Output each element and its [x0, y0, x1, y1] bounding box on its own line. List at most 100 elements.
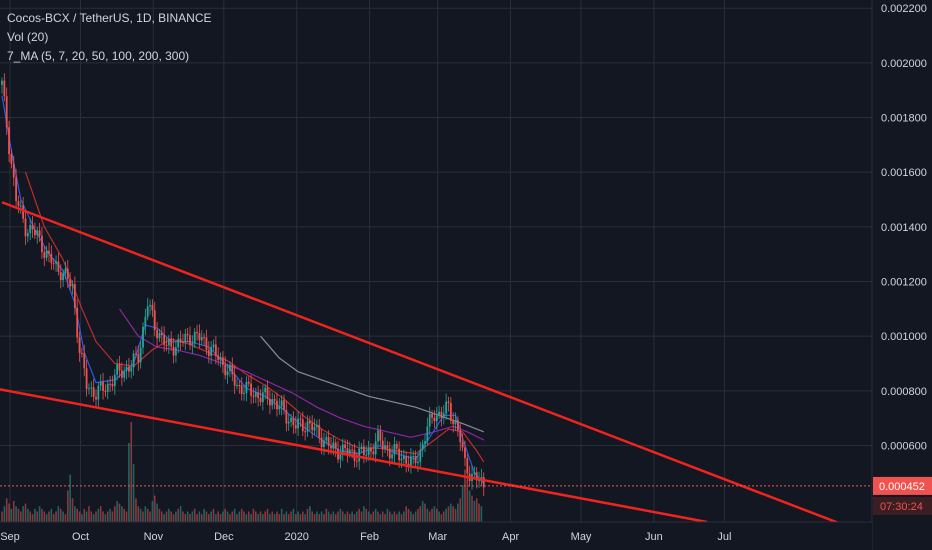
volume-bar [116, 500, 118, 522]
volume-bar [468, 490, 471, 522]
candle-body [464, 447, 466, 459]
candle-body [198, 333, 201, 341]
candle-body [111, 384, 114, 387]
candle-body [160, 333, 163, 336]
volume-bar [410, 511, 412, 522]
candle-body [419, 449, 422, 462]
volume-bar [417, 508, 419, 522]
volume-bar [41, 508, 43, 522]
candle-body [412, 455, 415, 457]
volume-indicator-label[interactable]: Vol (20) [7, 30, 49, 44]
candle-body [97, 385, 100, 400]
candle-body [179, 338, 182, 342]
candle-body [88, 388, 90, 390]
candle-body [212, 344, 215, 347]
volume-bar [182, 511, 184, 522]
price-tick-label: 0.000800 [881, 386, 927, 398]
candle-body [34, 229, 36, 236]
volume-bar [264, 511, 266, 522]
volume-bar [208, 514, 210, 522]
volume-bar [236, 514, 238, 522]
volume-bar [424, 503, 426, 522]
volume-bar [22, 506, 24, 522]
candle-body [351, 449, 354, 451]
volume-bar [471, 495, 473, 522]
time-tick-label: Jun [645, 531, 663, 543]
candle-body [186, 333, 189, 336]
time-axis[interactable]: Sep Oct Nov Dec 2020 Feb Mar Apr May Jun Jul [0, 521, 872, 550]
volume-bar [393, 511, 396, 522]
volume-bar [278, 514, 281, 522]
volume-bar [459, 498, 462, 522]
volume-bar [137, 506, 140, 522]
candle-body [355, 460, 358, 462]
volume-bar [358, 508, 360, 522]
volume-bar [215, 514, 217, 522]
time-tick-label: May [571, 531, 592, 543]
volume-bar [316, 511, 318, 522]
volume-bar [146, 508, 149, 522]
candle-body [400, 458, 403, 461]
symbol-title[interactable]: Cocos-BCX / TetherUS, 1D, BINANCE [7, 11, 212, 25]
volume-bar [158, 508, 161, 522]
volume-bar [353, 514, 356, 522]
candle-body [36, 230, 39, 236]
volume-bar [327, 511, 330, 522]
volume-bar [151, 500, 154, 522]
volume-bar [438, 511, 440, 522]
volume-bar [250, 514, 252, 522]
candle-body [15, 177, 17, 202]
volume-bar [344, 514, 346, 522]
ma-line [260, 335, 485, 433]
candle-body [381, 440, 384, 449]
volume-bar [384, 514, 386, 522]
volume-bar [24, 503, 27, 522]
candle-body [461, 442, 464, 448]
volume-bar [27, 508, 29, 522]
volume-bar [403, 511, 405, 522]
candle-body [229, 364, 231, 371]
trendlines[interactable] [0, 201, 851, 529]
volume-bar [34, 508, 36, 522]
price-axis[interactable]: 0.002200 0.002000 0.001800 0.001600 0.001400… [871, 0, 932, 550]
current-price-label: 0.000452 [879, 481, 925, 493]
candle-body [252, 395, 255, 397]
volume-bar [290, 511, 292, 522]
time-tick-label: Mar [428, 531, 447, 543]
volume-bar [85, 511, 88, 522]
volume-bar [245, 514, 248, 522]
volume-bar [243, 511, 245, 522]
candle-body [219, 357, 222, 361]
volume-bar [391, 514, 393, 522]
candle-body [156, 329, 158, 339]
candle-body [299, 418, 302, 420]
volume-bar [372, 511, 375, 522]
volume-bar [177, 508, 180, 522]
volume-bar [412, 514, 415, 522]
price-tick-label: 0.002200 [881, 3, 927, 15]
volume-bar [304, 514, 306, 522]
candle-body [447, 401, 450, 404]
ma-indicator-label[interactable]: 7_MA (5, 7, 20, 50, 100, 200, 300) [7, 49, 190, 63]
volume-bar [306, 508, 309, 522]
candle-body [24, 218, 27, 237]
volume-bar [466, 479, 469, 522]
candle-body [29, 224, 32, 234]
price-tick-label: 0.002000 [881, 58, 927, 70]
candle-body [330, 445, 332, 449]
volume-bar [266, 508, 269, 522]
candle-body [365, 454, 368, 456]
candle-body [50, 253, 53, 264]
volume-bar [217, 511, 219, 522]
volume-bar [121, 506, 123, 522]
candle-body [287, 421, 290, 424]
candle-body [200, 337, 203, 341]
candle-body [478, 480, 480, 482]
volume-bar [259, 511, 262, 522]
price-candles [1, 73, 485, 497]
volume-bar [381, 511, 384, 522]
candle-body [1, 80, 3, 85]
volume-bar [299, 514, 302, 522]
candle-body [109, 383, 111, 385]
